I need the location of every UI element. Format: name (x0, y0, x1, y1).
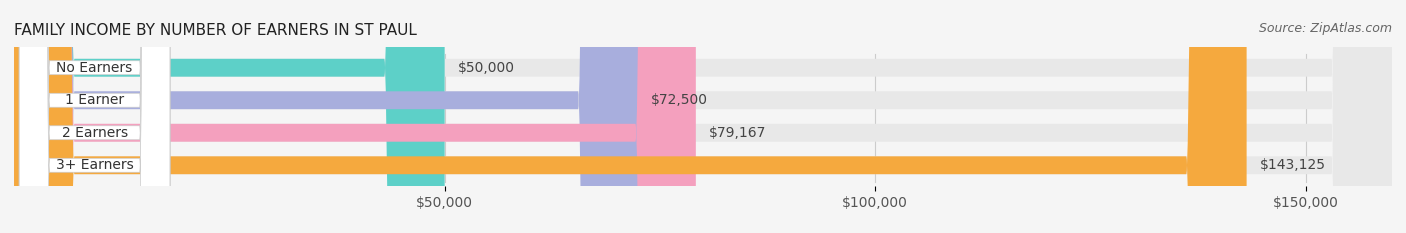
FancyBboxPatch shape (20, 0, 170, 233)
Text: No Earners: No Earners (56, 61, 132, 75)
FancyBboxPatch shape (14, 0, 444, 233)
Text: $143,125: $143,125 (1260, 158, 1326, 172)
Text: $79,167: $79,167 (709, 126, 766, 140)
FancyBboxPatch shape (20, 0, 170, 233)
Text: $50,000: $50,000 (457, 61, 515, 75)
FancyBboxPatch shape (14, 0, 1392, 233)
Text: 1 Earner: 1 Earner (65, 93, 124, 107)
FancyBboxPatch shape (14, 0, 1392, 233)
FancyBboxPatch shape (20, 0, 170, 233)
Text: 2 Earners: 2 Earners (62, 126, 128, 140)
FancyBboxPatch shape (14, 0, 1392, 233)
FancyBboxPatch shape (14, 0, 1247, 233)
FancyBboxPatch shape (14, 0, 1392, 233)
Text: Source: ZipAtlas.com: Source: ZipAtlas.com (1258, 23, 1392, 35)
FancyBboxPatch shape (20, 0, 170, 233)
FancyBboxPatch shape (14, 0, 696, 233)
FancyBboxPatch shape (14, 0, 638, 233)
Text: $72,500: $72,500 (651, 93, 709, 107)
Text: FAMILY INCOME BY NUMBER OF EARNERS IN ST PAUL: FAMILY INCOME BY NUMBER OF EARNERS IN ST… (14, 24, 418, 38)
Text: 3+ Earners: 3+ Earners (56, 158, 134, 172)
